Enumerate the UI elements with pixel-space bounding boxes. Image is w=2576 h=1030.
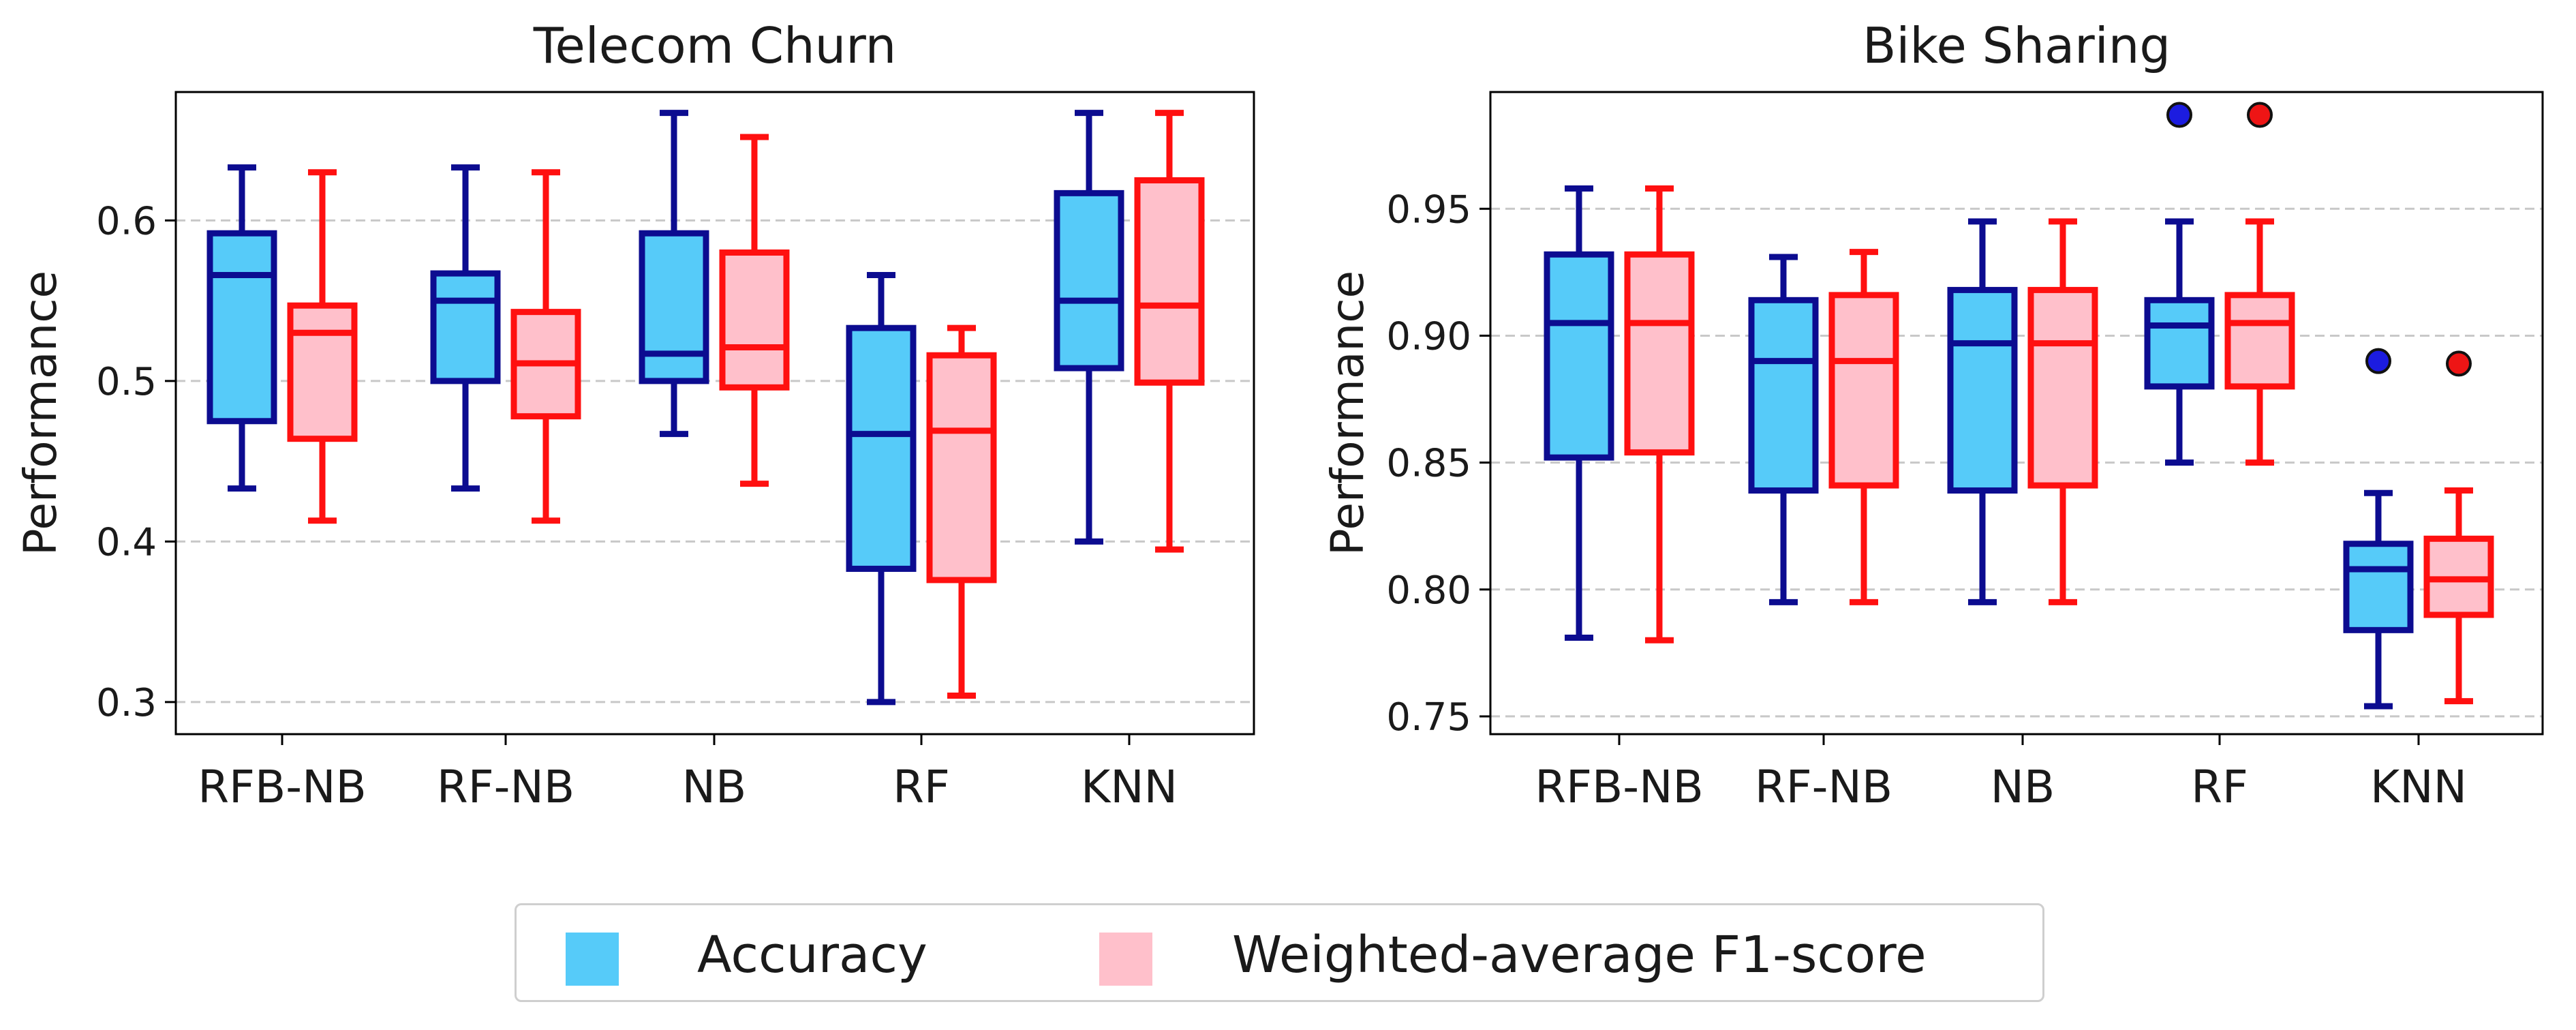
y-tick-label: 0.6 [96,199,157,243]
f1-box-rf [2224,102,2295,466]
legend-accuracy-label: Accuracy [697,926,927,984]
iqr-box [639,230,709,384]
y-tick-label: 0.85 [1386,442,1471,486]
f1-box-rfb-nb [287,169,358,524]
chart-title: Telecom Churn [533,17,897,74]
f1-box-knn [1134,110,1205,553]
x-tick-label: KNN [1081,761,1178,813]
accuracy-box-rfb-nb [1544,185,1614,641]
accuracy-box-rfb-nb [206,164,277,492]
iqr-box [846,324,917,572]
iqr-box [1054,190,1124,372]
telecom-churn-chart: 0.3 0.4 0.5 0.6 RFB-NB RF-NB NB RF KNN Telecom Ch… [14,17,1255,813]
iqr-box [206,230,277,425]
legend-accuracy-swatch [566,933,619,986]
accuracy-box-rf-nb [430,164,501,492]
legend-f1-swatch [1099,933,1152,986]
outlier-point [2446,350,2472,377]
accuracy-box-rf [2144,102,2215,466]
y-tick-label: 0.3 [96,681,157,725]
y-tick-label: 0.90 [1386,314,1471,359]
iqr-box [1544,251,1614,461]
x-tick-label: RF [893,761,950,813]
f1-box-rfb-nb [1624,185,1695,643]
accuracy-box-knn [2343,348,2414,710]
iqr-box [2144,297,2215,390]
f1-box-nb [2027,218,2098,605]
outlier-point [2166,102,2192,128]
f1-box-rf-nb [1828,249,1899,605]
y-tick-label: 0.95 [1386,187,1471,232]
iqr-box [2027,286,2098,489]
iqr-box [926,352,997,584]
y-tick-label: 0.80 [1386,569,1471,613]
x-tick-label: RF-NB [437,761,574,813]
f1-box-nb [719,134,790,487]
iqr-box [1624,251,1695,456]
axes-frame [1489,91,2544,736]
outlier-point [2247,102,2273,128]
y-axis-label: Performance [1321,271,1374,556]
x-tick-label: NB [682,761,747,813]
chart-title: Bike Sharing [1862,17,2171,74]
x-tick-label: KNN [2370,761,2467,813]
iqr-box [2343,541,2414,633]
f1-box-rf-nb [510,169,581,524]
x-tick-label: RFB-NB [1535,761,1704,813]
iqr-box [1748,297,1819,494]
y-tick-label: 0.4 [96,520,157,564]
y-tick-label: 0.75 [1386,695,1471,740]
f1-box-rf [926,324,997,699]
x-tick-label: RF [2191,761,2248,813]
iqr-box [2224,292,2295,390]
iqr-box [1828,292,1899,489]
iqr-box [1947,286,2018,494]
iqr-box [430,270,501,384]
outlier-point [2365,348,2391,374]
accuracy-box-nb [1947,218,2018,605]
accuracy-box-rf-nb [1748,254,1819,605]
iqr-box [1134,177,1205,386]
legend-f1-label: Weighted-average F1-score [1232,926,1927,984]
y-axis-label: Performance [14,271,67,556]
x-tick-label: RFB-NB [198,761,367,813]
x-tick-label: RF-NB [1755,761,1892,813]
bike-sharing-chart: 0.75 0.80 0.85 0.90 0.95 RFB-NB RF-NB NB RF KNN Bi… [1321,17,2544,813]
x-tick-label: NB [1991,761,2055,813]
accuracy-box-rf [846,271,917,706]
f1-box-knn [2423,350,2494,705]
legend: Accuracy Weighted-average F1-score [515,903,2044,1002]
accuracy-box-knn [1054,110,1124,545]
iqr-box [287,302,358,442]
accuracy-box-nb [639,110,709,438]
y-tick-label: 0.5 [96,360,157,404]
iqr-box [719,249,790,391]
